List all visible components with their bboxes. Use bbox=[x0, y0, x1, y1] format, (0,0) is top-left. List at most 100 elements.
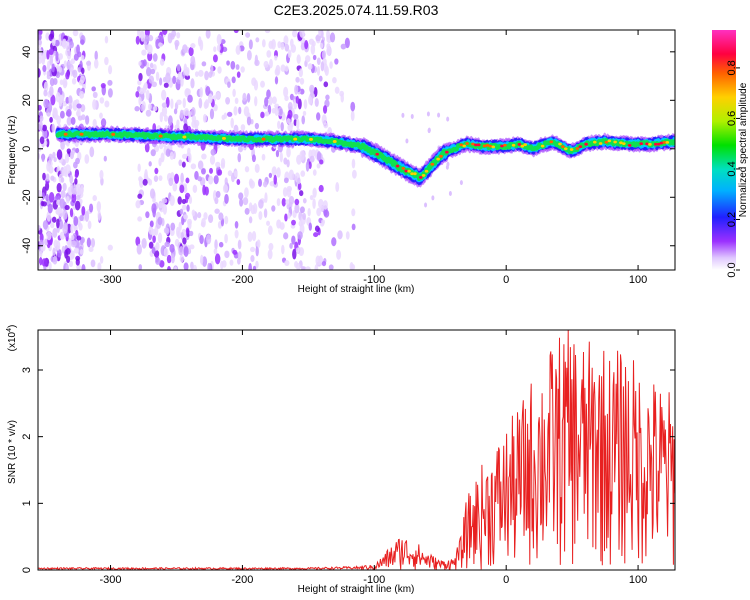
spectrogram-noise-cell bbox=[54, 39, 60, 47]
spectrogram-noise-cell bbox=[303, 99, 308, 110]
spectrogram-noise-cell bbox=[301, 115, 306, 125]
spectrogram-noise-cell bbox=[234, 229, 239, 239]
spectrogram-noise-cell bbox=[58, 53, 63, 60]
spectrogram-noise-cell bbox=[145, 211, 150, 219]
spectrogram-ridge-peak bbox=[482, 144, 487, 148]
spectrogram-x-tick-label: -200 bbox=[231, 274, 253, 286]
spectrogram-noise-cell bbox=[167, 266, 171, 270]
spectrogram-noise-cell bbox=[190, 78, 195, 89]
spectrogram-noise-cell bbox=[202, 113, 207, 123]
spectrogram-noise-cell bbox=[41, 258, 48, 267]
spectrogram-noise-cell bbox=[214, 197, 219, 205]
spectrogram-noise-cell bbox=[170, 98, 174, 109]
spectrogram-noise-cell bbox=[71, 185, 77, 195]
spectrogram-noise-cell bbox=[220, 260, 224, 270]
spectrogram-noise-cell bbox=[319, 159, 324, 165]
spectrogram-noise bbox=[38, 30, 470, 270]
spectrogram-noise-cell bbox=[300, 170, 306, 177]
spectrogram-noise-cell bbox=[65, 263, 70, 270]
spectrogram-noise-cell bbox=[38, 115, 41, 123]
spectrogram-noise-cell bbox=[174, 173, 180, 184]
spectrogram-ridge-peak bbox=[569, 148, 574, 151]
spectrogram-noise-cell bbox=[38, 104, 42, 111]
spectrogram-noise-cell bbox=[276, 219, 282, 229]
spectrogram-noise-cell bbox=[172, 75, 177, 85]
spectrogram-noise-cell bbox=[199, 86, 204, 98]
spectrogram-noise-cell bbox=[163, 115, 169, 122]
spectrogram-noise-cell bbox=[86, 237, 92, 248]
spectrogram-noise-cell bbox=[350, 110, 355, 122]
spectrogram-noise-cell bbox=[80, 75, 85, 84]
spectrogram-noise-cell bbox=[188, 196, 193, 205]
spectrogram-noise-cell bbox=[302, 110, 307, 116]
spectrogram-noise-cell bbox=[76, 107, 81, 119]
spectrogram-noise-cell bbox=[56, 182, 62, 193]
spectrogram-noise-cell bbox=[71, 240, 77, 248]
spectrogram-ridge-peak bbox=[445, 150, 449, 154]
spectrogram-noise-cell bbox=[294, 203, 300, 214]
spectrogram-noise-cell bbox=[50, 221, 55, 229]
spectrogram-noise-cell bbox=[76, 235, 82, 241]
spectrogram-ridge-peak bbox=[520, 144, 525, 148]
spectrogram-noise-cell bbox=[297, 177, 301, 185]
snr-y-tick-label: 0 bbox=[21, 567, 33, 573]
snr-x-tick-label: -200 bbox=[231, 574, 253, 586]
spectrogram-noise-cell bbox=[46, 70, 51, 77]
spectrogram-noise-cell bbox=[321, 114, 327, 125]
spectrogram-noise-cell bbox=[351, 158, 356, 169]
spectrogram-ridge-peak bbox=[645, 142, 649, 146]
spectrogram-noise-cell bbox=[137, 193, 143, 199]
spectrogram-noise-cell bbox=[178, 159, 183, 167]
spectrogram-noise-cell bbox=[167, 32, 173, 44]
spectrogram-ridge-peak bbox=[465, 142, 469, 145]
spectrogram-noise-cell bbox=[56, 115, 61, 125]
spectrogram-noise-cell bbox=[291, 235, 296, 245]
colorbar-tick-label: 0.0 bbox=[726, 262, 738, 277]
spectrogram-y-tick-label: 40 bbox=[21, 46, 33, 58]
spectrogram-noise-cell bbox=[152, 235, 156, 244]
spectrogram-noise-cell bbox=[309, 155, 315, 163]
spectrogram-noise-cell bbox=[60, 190, 66, 199]
colorbar-tick-label: 0.4 bbox=[726, 161, 738, 176]
spectrogram-noise-cell bbox=[307, 208, 311, 217]
spectrogram-noise-cell bbox=[235, 64, 240, 70]
spectrogram-noise-cell bbox=[56, 248, 62, 258]
spectrogram-noise-cell bbox=[100, 82, 106, 89]
spectrogram-noise-cell bbox=[69, 151, 75, 160]
spectrogram-noise-cell bbox=[158, 77, 163, 86]
spectrogram-noise-cell bbox=[68, 95, 73, 104]
spectrogram-ridge-peak bbox=[619, 141, 623, 145]
spectrogram-noise-cell bbox=[148, 75, 155, 84]
spectrogram-noise-cell bbox=[204, 70, 209, 81]
spectrogram-noise-cell bbox=[237, 152, 242, 163]
spectrogram-noise-cell bbox=[49, 116, 53, 123]
spectrogram-noise-cell bbox=[283, 177, 289, 184]
spectrogram-noise-cell bbox=[144, 142, 150, 153]
spectrogram-noise-cell bbox=[310, 86, 314, 98]
spectrogram-noise-cell bbox=[426, 111, 430, 117]
spectrogram-noise-cell bbox=[194, 71, 199, 78]
spectrogram-noise-cell bbox=[284, 65, 289, 72]
spectrogram-ridge-peak bbox=[639, 142, 644, 146]
spectrogram-noise-cell bbox=[431, 195, 435, 201]
spectrogram-ridge-peak bbox=[430, 162, 435, 166]
spectrogram-noise-cell bbox=[299, 150, 305, 161]
spectrogram-noise-cell bbox=[201, 217, 206, 228]
spectrogram-noise-cell bbox=[191, 209, 196, 217]
spectrogram-noise-cell bbox=[62, 182, 67, 192]
spectrogram-noise-cell bbox=[201, 153, 207, 160]
spectrogram-noise-cell bbox=[260, 111, 265, 119]
spectrogram-noise-cell bbox=[266, 89, 271, 100]
spectrogram-noise-cell bbox=[321, 50, 327, 60]
spectrogram-noise-cell bbox=[52, 151, 56, 159]
spectrogram-noise-cell bbox=[48, 153, 53, 162]
spectrogram-noise-cell bbox=[238, 192, 244, 200]
spectrogram-noise-cell bbox=[61, 245, 66, 254]
spectrogram-noise-cell bbox=[170, 222, 176, 231]
spectrogram-x-tick-label: 100 bbox=[629, 274, 647, 286]
spectrogram-noise-cell bbox=[258, 199, 264, 209]
spectrogram-noise-cell bbox=[65, 96, 70, 104]
colorbar-tick-label: 0.8 bbox=[726, 60, 738, 75]
spectrogram-noise-cell bbox=[70, 250, 75, 260]
spectrogram-ridge-peak bbox=[485, 143, 490, 147]
